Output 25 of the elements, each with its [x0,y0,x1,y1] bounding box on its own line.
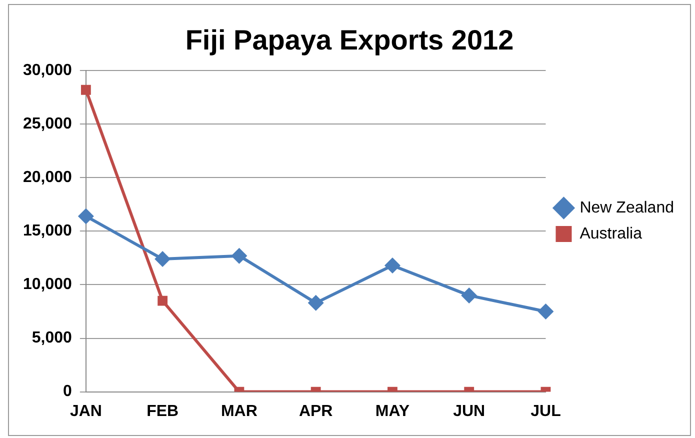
x-tick-label: MAY [375,402,410,420]
point [154,251,171,268]
y-tick-label: 5,000 [32,330,72,347]
point [78,208,94,224]
y-tick-label: 20,000 [23,169,72,186]
point [158,296,168,306]
y-tick-label: 25,000 [23,116,72,133]
y-tick-label: 10,000 [23,276,72,294]
x-tick-label: MAR [220,402,258,420]
y-tick-label: 15,000 [23,222,72,240]
x-tick-label: JUL [530,402,562,420]
legend-label: New Zealand [580,199,674,216]
point [231,248,248,264]
point [308,294,324,311]
x-tick-label: JUN [453,402,486,420]
chart-title: Fiji Papaya Exports 2012 [185,24,514,56]
point [384,257,400,274]
y-tick-label: 0 [63,383,72,400]
point [538,304,554,320]
x-tick-label: JAN [70,402,102,420]
legend-label: Australia [580,225,642,242]
x-tick-label: APR [298,402,334,420]
x-tick-label: FEB [146,402,179,420]
y-tick-label: 30,000 [23,62,72,80]
point [461,287,478,304]
